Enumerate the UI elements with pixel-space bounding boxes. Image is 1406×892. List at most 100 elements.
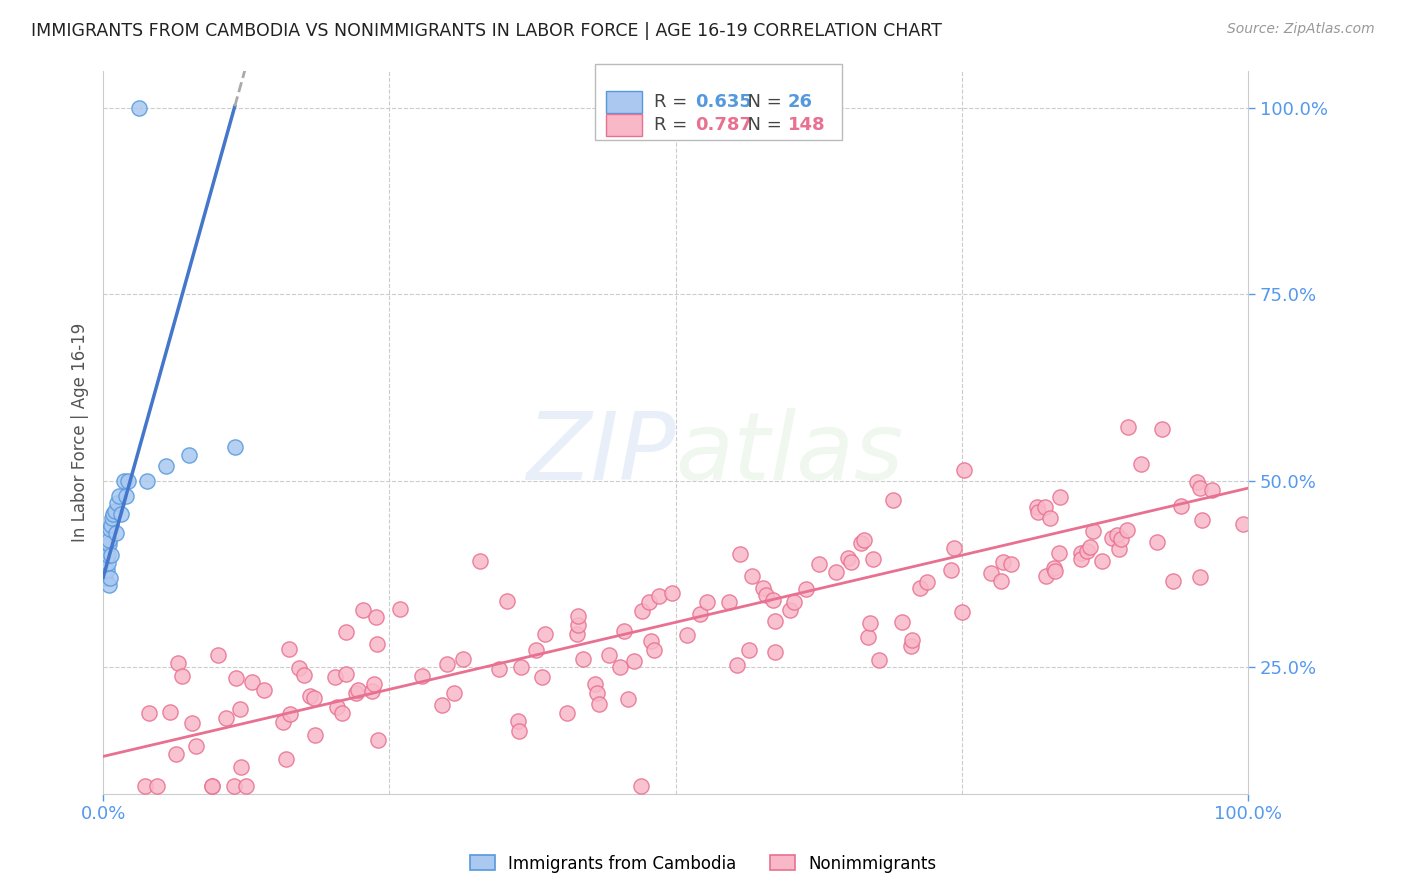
Point xyxy=(567,608,589,623)
Text: Source: ZipAtlas.com: Source: ZipAtlas.com xyxy=(1227,22,1375,37)
Point xyxy=(108,489,131,503)
Point xyxy=(215,711,238,725)
Point xyxy=(630,779,652,793)
Point xyxy=(104,525,127,540)
Point xyxy=(1115,523,1137,537)
Point xyxy=(1163,574,1185,589)
Text: IMMIGRANTS FROM CAMBODIA VS NONIMMIGRANTS IN LABOR FORCE | AGE 16-19 CORRELATION: IMMIGRANTS FROM CAMBODIA VS NONIMMIGRANT… xyxy=(31,22,942,40)
Point xyxy=(891,615,914,629)
Text: N =: N = xyxy=(737,93,787,111)
Point xyxy=(524,643,547,657)
Point xyxy=(1146,535,1168,549)
Point xyxy=(1000,557,1022,571)
Point xyxy=(623,654,645,668)
Point xyxy=(993,555,1015,569)
Point xyxy=(837,550,859,565)
Point xyxy=(304,728,326,742)
Point xyxy=(1042,561,1064,575)
Point xyxy=(115,489,138,503)
Y-axis label: In Labor Force | Age 16-19: In Labor Force | Age 16-19 xyxy=(72,323,89,542)
Point xyxy=(783,595,806,609)
Text: ZIP: ZIP xyxy=(526,409,675,500)
Point xyxy=(201,779,224,793)
Point xyxy=(242,675,264,690)
Point xyxy=(181,715,204,730)
Point xyxy=(613,624,636,638)
Point xyxy=(1170,499,1192,513)
Point xyxy=(225,671,247,685)
Point xyxy=(278,642,301,657)
Point xyxy=(165,747,187,761)
Point xyxy=(588,697,610,711)
Point xyxy=(990,574,1012,588)
Legend: Immigrants from Cambodia, Nonimmigrants: Immigrants from Cambodia, Nonimmigrants xyxy=(463,848,943,880)
Point xyxy=(97,578,120,592)
Point xyxy=(1111,532,1133,546)
Point xyxy=(201,779,224,793)
Point xyxy=(224,779,246,793)
Point xyxy=(298,689,321,703)
Point xyxy=(101,511,124,525)
Point xyxy=(508,723,530,738)
Point xyxy=(326,700,349,714)
Point xyxy=(1043,564,1066,578)
Point xyxy=(643,643,665,657)
Point xyxy=(1150,422,1173,436)
Point xyxy=(565,626,588,640)
Point xyxy=(1105,528,1128,542)
Text: R =: R = xyxy=(654,116,693,134)
Point xyxy=(155,458,177,473)
Point xyxy=(294,668,316,682)
Point xyxy=(224,440,246,454)
Point xyxy=(451,652,474,666)
Point xyxy=(488,662,510,676)
Point xyxy=(640,633,662,648)
Point xyxy=(609,659,631,673)
FancyBboxPatch shape xyxy=(606,114,643,136)
Point xyxy=(1232,516,1254,531)
Point xyxy=(235,779,257,793)
Point xyxy=(763,614,786,628)
Point xyxy=(1108,541,1130,556)
Point xyxy=(908,581,931,595)
Point xyxy=(278,706,301,721)
Point xyxy=(105,496,128,510)
Point xyxy=(1047,546,1070,560)
Point xyxy=(980,566,1002,580)
FancyBboxPatch shape xyxy=(595,63,842,139)
Point xyxy=(229,702,252,716)
Point xyxy=(696,595,718,609)
Point xyxy=(1039,511,1062,525)
Point xyxy=(1025,500,1047,514)
Point xyxy=(950,605,973,619)
Point xyxy=(675,628,697,642)
Point xyxy=(496,594,519,608)
Point xyxy=(344,685,367,699)
Point xyxy=(117,474,139,488)
Point xyxy=(302,690,325,705)
Point xyxy=(276,752,298,766)
Point xyxy=(1049,491,1071,505)
Point xyxy=(858,630,880,644)
Point xyxy=(1130,457,1153,471)
Point xyxy=(184,739,207,753)
Point xyxy=(96,563,118,577)
Point xyxy=(97,548,120,562)
Point xyxy=(727,658,749,673)
Point xyxy=(755,589,778,603)
Point xyxy=(900,639,922,653)
Point xyxy=(335,666,357,681)
Point xyxy=(751,581,773,595)
Point xyxy=(586,686,609,700)
Point xyxy=(738,643,761,657)
Point xyxy=(901,632,924,647)
Point xyxy=(765,645,787,659)
Point xyxy=(1188,481,1211,495)
Point xyxy=(1091,554,1114,568)
Point xyxy=(159,705,181,719)
Point xyxy=(100,548,122,562)
Point xyxy=(145,779,167,793)
Point xyxy=(839,555,862,569)
Point xyxy=(363,677,385,691)
Point xyxy=(1191,513,1213,527)
